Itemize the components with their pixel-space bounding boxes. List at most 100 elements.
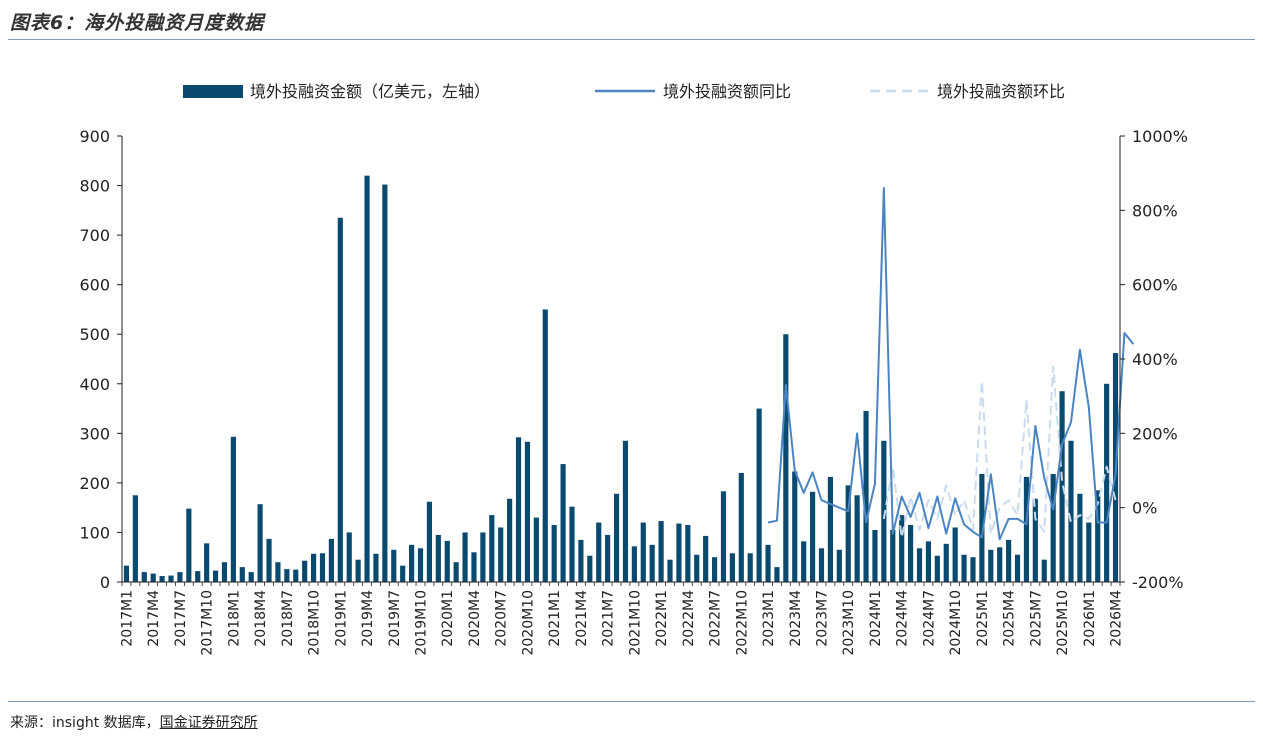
bar xyxy=(409,544,415,582)
bar xyxy=(578,539,584,582)
bar xyxy=(1104,383,1110,582)
x-tick-label: 2018M1 xyxy=(226,590,242,647)
bar xyxy=(640,522,646,582)
bar xyxy=(658,521,664,582)
bar xyxy=(515,437,522,582)
bar xyxy=(373,553,379,582)
bar xyxy=(275,562,281,582)
bar xyxy=(498,527,504,582)
x-tick-label: 2025M1 xyxy=(975,590,991,647)
x-tick-label: 2022M1 xyxy=(654,590,670,647)
right-tick-label: 600% xyxy=(1132,276,1178,295)
bar xyxy=(328,538,334,582)
bar xyxy=(551,525,557,582)
bar xyxy=(667,559,673,582)
bar xyxy=(391,549,397,582)
bar xyxy=(908,525,914,582)
bar xyxy=(1059,391,1065,582)
x-tick-label: 2019M4 xyxy=(360,590,376,647)
x-tick-label: 2022M7 xyxy=(708,590,724,647)
x-tick-label: 2025M7 xyxy=(1028,590,1044,647)
left-tick-label: 100 xyxy=(79,523,110,542)
left-tick-label: 600 xyxy=(79,276,110,295)
x-tick-label: 2021M7 xyxy=(601,590,617,647)
bar xyxy=(355,559,361,582)
bar xyxy=(1077,493,1083,582)
x-tick-label: 2024M7 xyxy=(921,590,937,647)
right-tick-label: 0% xyxy=(1132,499,1157,518)
bar xyxy=(1050,473,1056,582)
bar xyxy=(997,547,1003,582)
legend-mom-label: 境外投融资额环比 xyxy=(937,82,1065,101)
bar xyxy=(471,552,477,582)
bar xyxy=(685,525,691,582)
right-tick-label: 800% xyxy=(1132,201,1178,220)
left-tick-label: 300 xyxy=(79,424,110,443)
bar xyxy=(346,532,352,582)
x-tick-label: 2019M1 xyxy=(333,590,349,647)
bar xyxy=(916,548,923,582)
x-tick-label: 2024M10 xyxy=(948,590,964,656)
left-tick-label: 900 xyxy=(79,127,110,146)
bar xyxy=(132,495,138,582)
bar xyxy=(364,175,370,582)
bar-series xyxy=(123,175,1119,582)
bar xyxy=(426,501,433,582)
source-org: 国金证券研究所 xyxy=(159,715,258,731)
bar xyxy=(1068,440,1074,582)
right-tick-label: 1000% xyxy=(1132,127,1188,146)
bar xyxy=(159,576,165,582)
bar xyxy=(676,523,682,582)
x-tick-label: 2018M4 xyxy=(253,590,269,647)
bar xyxy=(774,567,780,582)
bar xyxy=(979,473,985,582)
bar xyxy=(221,562,228,582)
x-tick-label: 2020M7 xyxy=(494,590,510,647)
bar xyxy=(925,541,932,582)
bar xyxy=(872,529,878,582)
x-tick-label: 2024M1 xyxy=(868,590,884,647)
left-tick-label: 500 xyxy=(79,325,110,344)
bar xyxy=(792,471,798,582)
chart-title: 图表6：海外投融资月度数据 xyxy=(10,12,265,34)
bar xyxy=(934,555,940,582)
x-tick-label: 2017M7 xyxy=(173,590,189,647)
bar xyxy=(435,534,441,582)
x-tick-label: 2019M7 xyxy=(387,590,403,647)
yoy-line xyxy=(767,187,1135,541)
bar xyxy=(747,553,753,582)
x-tick-label: 2021M10 xyxy=(627,590,643,656)
bar xyxy=(711,557,718,582)
x-tick-label: 2026M4 xyxy=(1109,590,1125,647)
bar xyxy=(141,572,147,582)
right-tick-label: -200% xyxy=(1132,573,1184,592)
bar xyxy=(1041,559,1047,582)
x-tick-label: 2017M1 xyxy=(119,590,135,647)
bar xyxy=(836,549,842,582)
axes: 0 100 200 300 400 500 600 700 800 900 -200% 0% 200% 4… xyxy=(79,127,1187,656)
x-tick-label: 2020M4 xyxy=(467,590,483,647)
bar xyxy=(186,508,192,582)
bar xyxy=(622,440,629,582)
bar xyxy=(1014,554,1021,582)
bar xyxy=(631,546,637,582)
bar xyxy=(400,565,406,582)
bar xyxy=(524,441,531,582)
bar xyxy=(729,553,735,582)
x-tick-label: 2021M1 xyxy=(547,590,563,647)
bar xyxy=(453,562,459,582)
bar xyxy=(319,553,326,582)
source-prefix: 来源：insight 数据库， xyxy=(10,715,160,731)
line-series xyxy=(767,187,1135,541)
x-tick-label: 2022M4 xyxy=(681,590,697,647)
bar xyxy=(1095,490,1101,582)
bar xyxy=(444,540,450,582)
x-tick-label: 2023M7 xyxy=(814,590,830,647)
bar xyxy=(480,532,486,582)
bar xyxy=(961,554,967,582)
bar xyxy=(845,485,851,582)
bar xyxy=(801,541,807,582)
bar xyxy=(605,534,611,582)
bar xyxy=(489,515,495,582)
bar xyxy=(649,544,655,582)
